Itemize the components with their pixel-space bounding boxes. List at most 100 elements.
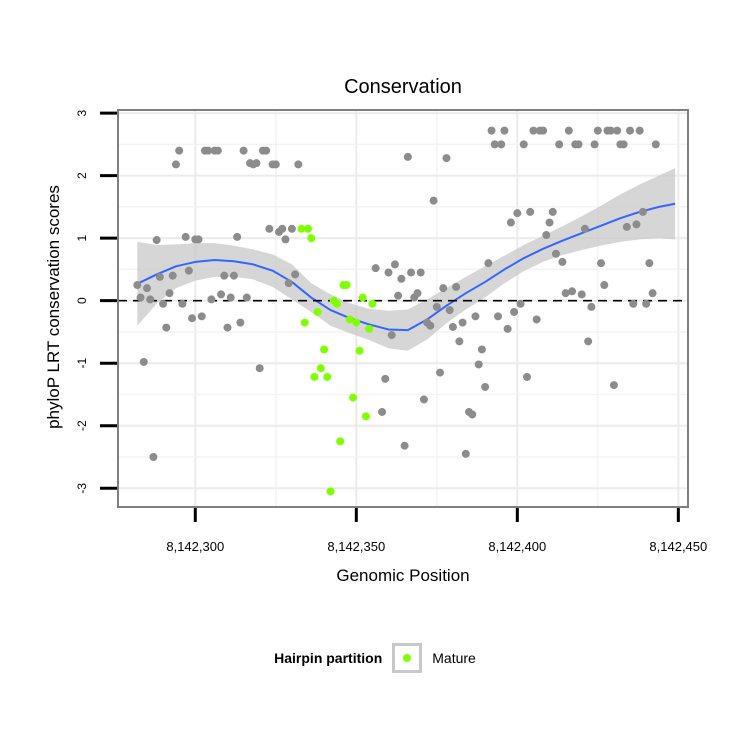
legend-title: Hairpin partition bbox=[274, 650, 383, 666]
data-point-other bbox=[551, 249, 560, 258]
data-point-other bbox=[561, 289, 570, 298]
data-point-other bbox=[455, 337, 464, 346]
data-point-other bbox=[548, 207, 557, 216]
data-point-other bbox=[580, 224, 589, 233]
data-point-other bbox=[564, 126, 573, 135]
data-point-other bbox=[281, 235, 290, 244]
y-tick-label: 3 bbox=[75, 109, 89, 116]
data-point-other bbox=[452, 282, 461, 291]
data-point-other bbox=[278, 224, 287, 233]
data-point-other bbox=[162, 323, 171, 332]
data-point-other bbox=[497, 140, 506, 149]
data-point-other bbox=[233, 232, 242, 241]
data-point-other bbox=[197, 312, 206, 321]
data-point-mature bbox=[349, 393, 358, 402]
data-point-mature bbox=[310, 372, 319, 381]
y-tick-label: -2 bbox=[75, 420, 89, 431]
data-point-other bbox=[149, 452, 158, 461]
data-point-other bbox=[555, 140, 564, 149]
data-point-other bbox=[226, 293, 235, 302]
data-point-other bbox=[142, 284, 151, 293]
data-point-other bbox=[532, 315, 541, 324]
data-point-other bbox=[287, 224, 296, 233]
data-point-other bbox=[526, 207, 535, 216]
panel-border bbox=[117, 109, 689, 508]
data-point-other bbox=[171, 160, 180, 169]
data-point-other bbox=[651, 140, 660, 149]
data-point-other bbox=[471, 312, 480, 321]
data-point-other bbox=[645, 259, 654, 268]
data-point-other bbox=[500, 126, 509, 135]
data-point-other bbox=[419, 395, 428, 404]
data-point-other bbox=[390, 260, 399, 269]
data-point-other bbox=[513, 209, 522, 218]
data-point-other bbox=[165, 289, 174, 298]
x-tick-label: 8,142,450 bbox=[649, 539, 707, 554]
y-tick-label: 2 bbox=[75, 172, 89, 179]
data-point-other bbox=[490, 140, 499, 149]
legend-label: Mature bbox=[432, 650, 476, 666]
data-point-mature bbox=[355, 346, 364, 355]
data-point-other bbox=[481, 382, 490, 391]
x-tick-label: 8,142,300 bbox=[166, 539, 224, 554]
data-point-other bbox=[159, 299, 168, 308]
data-point-mature bbox=[320, 345, 329, 354]
data-point-other bbox=[181, 232, 190, 241]
data-point-other bbox=[255, 364, 264, 373]
data-point-mature bbox=[342, 281, 351, 290]
data-point-other bbox=[529, 126, 538, 135]
data-point-mature bbox=[352, 318, 361, 327]
data-point-other bbox=[445, 306, 454, 315]
data-point-other bbox=[271, 160, 280, 169]
data-point-mature bbox=[358, 293, 367, 302]
data-point-other bbox=[175, 146, 184, 155]
data-point-other bbox=[239, 146, 248, 155]
data-point-other bbox=[426, 321, 435, 330]
data-point-mature bbox=[297, 224, 306, 233]
data-point-other bbox=[184, 266, 193, 275]
data-point-other bbox=[229, 271, 238, 280]
data-point-other bbox=[474, 360, 483, 369]
data-point-other bbox=[400, 441, 409, 450]
data-point-mature bbox=[365, 324, 374, 333]
data-point-other bbox=[638, 207, 647, 216]
data-point-other bbox=[384, 268, 393, 277]
data-point-other bbox=[133, 281, 142, 290]
data-point-other bbox=[381, 374, 390, 383]
data-point-other bbox=[587, 302, 596, 311]
data-point-other bbox=[252, 159, 261, 168]
data-point-mature bbox=[323, 372, 332, 381]
data-point-other bbox=[458, 318, 467, 327]
data-point-other bbox=[378, 407, 387, 416]
data-point-other bbox=[574, 140, 583, 149]
data-point-other bbox=[577, 290, 586, 299]
data-point-other bbox=[626, 126, 635, 135]
data-point-other bbox=[613, 126, 622, 135]
data-point-other bbox=[397, 274, 406, 283]
data-point-other bbox=[213, 146, 222, 155]
data-point-other bbox=[539, 126, 548, 135]
data-point-other bbox=[629, 299, 638, 308]
data-point-other bbox=[403, 152, 412, 161]
data-point-other bbox=[632, 220, 641, 229]
data-point-mature bbox=[313, 307, 322, 316]
data-point-other bbox=[484, 259, 493, 268]
data-point-other bbox=[642, 299, 651, 308]
data-point-other bbox=[265, 224, 274, 233]
data-point-other bbox=[442, 154, 451, 163]
data-point-mature bbox=[316, 364, 325, 373]
data-point-other bbox=[516, 299, 525, 308]
data-point-other bbox=[568, 287, 577, 296]
data-point-mature bbox=[332, 299, 341, 308]
data-point-other bbox=[468, 410, 477, 419]
y-tick-label: 1 bbox=[75, 235, 89, 242]
data-point-other bbox=[436, 368, 445, 377]
data-point-other bbox=[168, 271, 177, 280]
data-point-mature bbox=[336, 437, 345, 446]
data-point-other bbox=[223, 323, 232, 332]
data-point-other bbox=[394, 291, 403, 300]
data-point-other bbox=[477, 345, 486, 354]
confidence-ribbon bbox=[137, 168, 676, 351]
x-axis-label: Genomic Position bbox=[336, 566, 469, 585]
